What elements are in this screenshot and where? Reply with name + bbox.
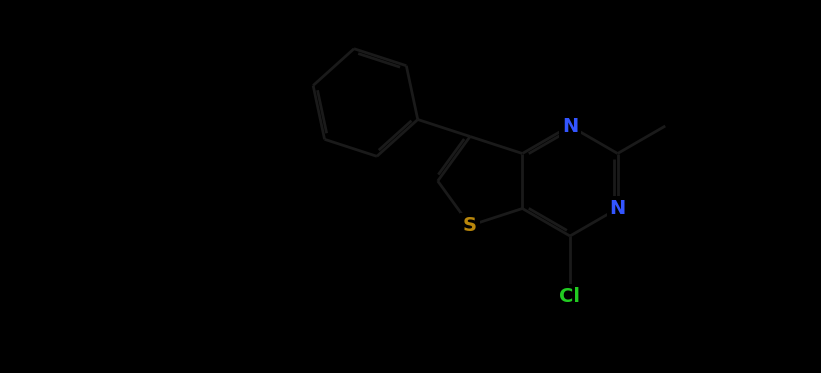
Text: S: S <box>463 216 477 235</box>
Text: Cl: Cl <box>559 287 580 306</box>
Text: N: N <box>609 199 626 218</box>
Text: N: N <box>562 116 578 135</box>
